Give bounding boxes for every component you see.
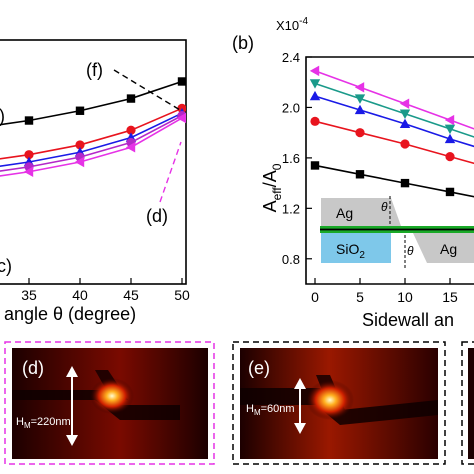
panel-a: 0253035404550 angle θ (degree) (f) (d) c… (0, 39, 190, 324)
data-point-3-3 (399, 118, 411, 129)
inset-sio2 (321, 233, 391, 263)
x-tick-label: 15 (442, 289, 458, 305)
data-point-5-7 (176, 112, 186, 124)
panel-b-label: (b) (232, 33, 254, 53)
data-point-5-5 (74, 156, 85, 168)
field-map-d-arrow-up (66, 366, 78, 377)
data-point-4-3 (399, 109, 411, 119)
data-point-1-4 (445, 187, 455, 197)
x-tick-label: 5 (356, 289, 364, 305)
x-tick-label: 35 (21, 287, 37, 303)
field-map-d-metal-top (12, 390, 180, 420)
annotation-e: ) (0, 106, 5, 126)
series-line-3 (314, 95, 474, 148)
panel-b-yticks: 0.8 1.2 1.6 2.0 2.4 (282, 50, 312, 267)
field-map-e-hotspot (306, 380, 354, 420)
x-tick-label: 45 (123, 287, 139, 303)
field-map-e-height: HM=60nm (246, 403, 295, 417)
field-map-e-label: (e) (248, 358, 270, 378)
data-point-1-7 (177, 77, 186, 86)
panel-a-xlabel: angle θ (degree) (4, 304, 136, 324)
field-map-e-arrow-up (294, 378, 306, 389)
inset-sio2-label: SiO2 (336, 241, 365, 261)
annotation-d-arrow (159, 141, 182, 203)
data-point-5-6 (125, 142, 136, 153)
panel-a-xticks: 0253035404550 (21, 278, 190, 303)
y-tick-label: 2.0 (282, 100, 300, 115)
x-tick-label: 10 (397, 289, 413, 305)
data-point-2-1 (310, 116, 320, 126)
panel-b-multiplier: X10-4 (276, 16, 308, 33)
field-map-d-height: HM=220nm (16, 416, 71, 430)
field-map-d-arrow-down (66, 435, 78, 446)
field-map-d-label: (d) (22, 358, 44, 378)
y-tick-label: 0.8 (282, 252, 300, 267)
x-tick-label: 50 (174, 287, 190, 303)
data-point-5-3 (399, 98, 410, 109)
series-line-2 (314, 120, 474, 165)
inset-ag-bottom (413, 233, 474, 263)
inset-ag-bottom-label: Ag (440, 241, 457, 257)
annotation-f: (f) (86, 60, 103, 80)
y-tick-label: 1.6 (282, 151, 300, 166)
data-point-2-7 (177, 103, 186, 113)
data-point-5-2 (354, 82, 365, 93)
data-point-5-4 (444, 114, 455, 126)
panel-a-frame (0, 39, 187, 285)
field-map-d-hotspot (90, 378, 134, 414)
field-map-e: (e) HM=60nm (232, 341, 446, 465)
series-line-4 (314, 82, 474, 138)
data-point-2-3 (400, 139, 410, 149)
data-point-4-4 (444, 124, 456, 135)
data-point-5-1 (309, 65, 320, 77)
annotation-c: c) (0, 256, 12, 276)
data-point-2-4 (24, 150, 34, 160)
y-tick-label: 1.2 (282, 201, 300, 216)
annotation-f-arrow (113, 69, 181, 111)
inset-theta-bottom: θ (407, 244, 414, 258)
data-point-2-2 (355, 128, 365, 138)
panel-b-xlabel: Sidewall an (362, 310, 454, 330)
data-point-2-5 (75, 140, 85, 150)
data-point-2-4 (445, 152, 455, 162)
panel-b: (b) X10-4 Ag SiO2 Ag θ θ 0.8 1.2 1.6 2.0 2.4… (232, 16, 474, 330)
panel-b-series (309, 65, 474, 198)
field-map-e-metal-top (240, 388, 438, 425)
data-point-4-1 (309, 79, 321, 89)
data-point-4-2 (354, 94, 366, 104)
field-map-d: (d) HM=220nm (4, 341, 215, 465)
series-line-1 (314, 164, 474, 198)
data-point-2-6 (126, 125, 136, 135)
data-point-1-2 (355, 170, 365, 179)
inset-ag-top-slope (391, 198, 401, 226)
inset-theta-top: θ (381, 200, 388, 214)
panel-b-xticks: 0510152025 (311, 278, 458, 305)
data-point-5-4 (23, 166, 34, 177)
y-tick-label: 2.4 (282, 50, 300, 65)
data-point-3-1 (309, 90, 321, 101)
x-tick-label: 40 (72, 287, 88, 303)
data-point-1-6 (126, 94, 136, 103)
field-map-f-image (468, 348, 474, 459)
data-point-1-5 (75, 106, 85, 115)
annotation-d: (d) (146, 206, 168, 226)
data-point-1-1 (310, 161, 320, 170)
data-point-1-4 (24, 116, 34, 125)
panel-b-frame (305, 56, 474, 285)
data-point-3-4 (444, 133, 456, 144)
inset-schematic: Ag SiO2 Ag θ θ (320, 196, 474, 270)
inset-ag-top (321, 198, 391, 226)
series-line-5 (314, 70, 474, 130)
x-tick-label: 0 (311, 289, 319, 305)
panel-b-ylabel: Aeff/A0 (260, 163, 284, 212)
data-point-3-2 (354, 104, 366, 115)
inset-ag-top-label: Ag (336, 205, 353, 221)
field-map-e-arrow-down (294, 423, 306, 434)
data-point-1-3 (400, 178, 410, 188)
field-map-f-partial (461, 341, 474, 465)
panel-a-series (0, 77, 186, 177)
